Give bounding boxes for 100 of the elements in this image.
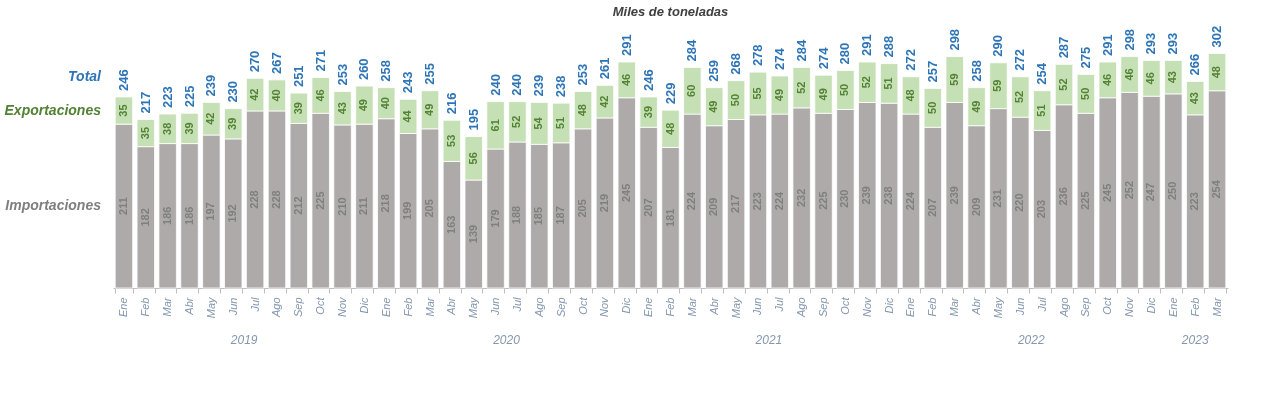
data-label: 39: [182, 122, 195, 135]
x-tick-label: Oct: [314, 296, 327, 315]
x-tick-label: Nov: [336, 296, 349, 318]
total-label: 272: [1012, 49, 1028, 71]
data-label: 59: [947, 73, 960, 86]
total-label: 223: [159, 86, 175, 109]
total-label: 230: [225, 80, 241, 103]
data-label: 55: [750, 87, 763, 100]
total-label: 287: [1056, 36, 1072, 59]
data-label: 48: [1210, 66, 1223, 79]
data-label: 50: [729, 93, 742, 107]
total-label: 284: [684, 39, 700, 62]
x-tick-label: Jul: [248, 296, 261, 313]
x-tick-label: Feb: [139, 297, 152, 317]
data-label: 49: [707, 100, 720, 113]
x-tick-label: Feb: [664, 297, 676, 317]
data-label: 51: [554, 116, 567, 130]
total-label: 267: [268, 52, 284, 74]
data-label: 44: [401, 109, 414, 123]
x-tick-label: Nov: [1123, 296, 1136, 318]
x-tick-label: Ago: [532, 297, 545, 319]
data-label: 52: [1057, 78, 1070, 91]
x-tick-label: Abr: [183, 296, 196, 316]
x-tick-label: Sep: [554, 297, 567, 318]
data-label: 39: [226, 117, 239, 130]
data-label: 42: [248, 88, 261, 101]
x-tick-label: Jul: [510, 296, 523, 313]
total-label: 253: [334, 63, 350, 86]
total-label: 238: [553, 75, 569, 98]
total-label: 239: [203, 74, 219, 97]
x-tick-label: Abr: [445, 296, 458, 316]
total-label: 280: [837, 42, 853, 65]
total-label: 260: [356, 58, 372, 81]
text: 2020: [492, 333, 521, 347]
total-label: 255: [422, 63, 438, 85]
data-label: 49: [423, 103, 436, 116]
chart-title: Miles de toneladas: [612, 4, 729, 19]
x-tick-label: May: [729, 296, 742, 319]
x-tick-label: Ene: [1166, 297, 1179, 318]
total-label: 298: [946, 28, 962, 51]
total-label: 217: [137, 91, 153, 114]
data-label: 50: [1078, 87, 1091, 100]
data-label: 40: [269, 89, 282, 102]
data-label: 49: [969, 100, 982, 113]
x-tick-label: Nov: [860, 296, 873, 318]
total-label: 266: [1187, 53, 1203, 76]
x-tick-label: May: [204, 296, 217, 319]
x-tick-label: Ene: [379, 297, 392, 318]
total-label: 216: [443, 92, 459, 115]
data-label: 54: [532, 116, 545, 130]
text: 2021: [754, 333, 783, 347]
x-tick-label: Ene: [642, 297, 655, 318]
x-tick-label: Jun: [226, 297, 239, 317]
series-label: Exportaciones: [4, 101, 102, 118]
x-tick-label: Abr: [707, 296, 720, 316]
x-tick-label: Mar: [161, 296, 174, 317]
data-label: 61: [488, 119, 501, 132]
total-label: 254: [1034, 62, 1050, 85]
total-label: 239: [531, 74, 547, 97]
x-tick-label: May: [991, 296, 1004, 319]
total-label: 261: [596, 57, 612, 80]
total-label: 298: [1121, 28, 1137, 51]
data-label: 50: [838, 83, 851, 97]
x-tick-label: Oct: [1101, 296, 1114, 315]
data-label: 48: [576, 104, 589, 117]
total-label: 275: [1077, 46, 1093, 69]
x-tick-label: Mar: [685, 296, 698, 317]
total-label: 271: [312, 49, 328, 72]
data-label: 46: [1100, 73, 1113, 87]
x-tick-label: Dic: [882, 297, 895, 314]
total-label: 284: [793, 39, 809, 62]
data-label: 43: [1188, 92, 1201, 105]
total-label: 259: [706, 59, 722, 82]
total-label: 302: [1209, 25, 1225, 48]
x-tick-label: Mar: [423, 296, 436, 317]
data-label: 46: [313, 89, 326, 102]
x-tick-label: May: [467, 296, 480, 319]
data-label: 52: [510, 115, 523, 128]
data-label: 56: [466, 152, 479, 165]
data-label: 49: [772, 88, 785, 102]
x-tick-label: Mar: [1210, 296, 1223, 317]
x-tick-label: Sep: [292, 297, 305, 318]
x-tick-label: Abr: [970, 296, 983, 316]
data-label: 39: [291, 102, 304, 115]
data-label: 49: [357, 99, 370, 112]
data-label: 51: [1035, 104, 1048, 117]
data-label: 53: [444, 134, 457, 147]
total-label: 246: [115, 69, 131, 91]
data-label: 60: [685, 84, 698, 97]
data-label: 42: [204, 112, 217, 125]
data-label: 52: [1013, 90, 1026, 104]
data-label: 48: [903, 89, 916, 102]
total-label: 225: [181, 85, 197, 108]
total-label: 240: [509, 73, 525, 96]
total-label: 291: [1099, 34, 1115, 57]
text: 2023: [1180, 333, 1209, 347]
data-label: 40: [379, 97, 392, 110]
x-tick-label: Nov: [598, 296, 611, 318]
total-label: 291: [859, 34, 875, 57]
x-tick-label: Feb: [1188, 297, 1201, 317]
